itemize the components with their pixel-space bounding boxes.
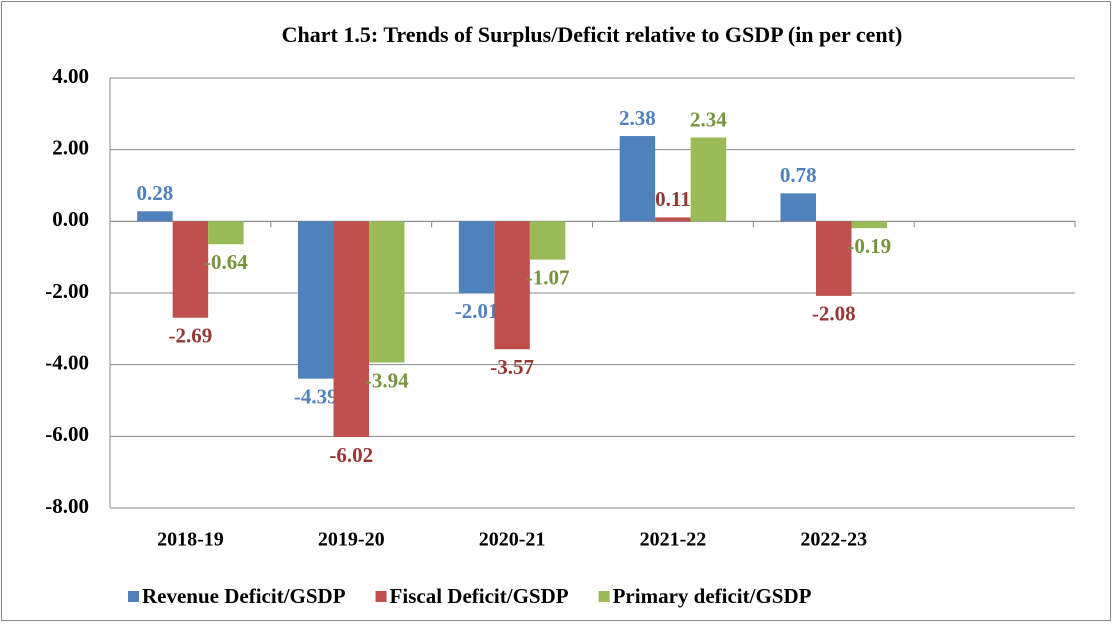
bar [619, 136, 656, 222]
bar [172, 221, 209, 318]
bar [690, 137, 727, 222]
bar [494, 221, 530, 350]
bar [137, 211, 173, 222]
x-tick-label: 2020-21 [479, 529, 546, 551]
x-tick-label: 2022-23 [800, 529, 867, 551]
data-label: -0.64 [204, 250, 248, 274]
data-label: -4.39 [294, 384, 338, 408]
data-label: -2.08 [812, 302, 856, 326]
data-label: -3.94 [365, 368, 409, 392]
bar [529, 221, 566, 260]
y-tick-label: -4.00 [45, 350, 89, 374]
data-label: -2.69 [169, 324, 213, 348]
y-tick-label: 2.00 [52, 135, 89, 159]
y-tick-label: -2.00 [45, 279, 89, 303]
legend-swatch [598, 591, 610, 602]
bar [458, 221, 495, 294]
bar [851, 221, 887, 229]
y-tick-label: 4.00 [52, 64, 89, 88]
bar [816, 221, 852, 296]
data-label: -2.01 [455, 299, 499, 323]
legend-label: Primary deficit/GSDP [613, 584, 812, 608]
data-label: -6.02 [329, 443, 373, 467]
bar [298, 221, 334, 379]
y-tick-label: -6.00 [45, 422, 89, 446]
x-tick-label: 2021-22 [640, 529, 707, 551]
bar [208, 221, 244, 245]
data-label: 2.34 [690, 107, 727, 131]
x-tick-label: 2018-19 [157, 529, 224, 551]
data-label: -1.07 [526, 265, 570, 289]
y-tick-label: -8.00 [45, 494, 89, 518]
bar [780, 193, 816, 222]
data-label: -0.19 [847, 234, 891, 258]
legend-swatch [128, 591, 139, 602]
data-label: 0.28 [137, 181, 174, 205]
data-label: -3.57 [490, 355, 534, 379]
data-label: 0.11 [655, 187, 691, 211]
bar [369, 221, 405, 363]
legend-label: Fiscal Deficit/GSDP [390, 584, 569, 608]
y-tick-label: 0.00 [52, 207, 89, 231]
data-label: 2.38 [619, 106, 656, 130]
legend-label: Revenue Deficit/GSDP [142, 584, 346, 608]
data-label: 0.78 [780, 163, 817, 187]
bar [333, 221, 369, 438]
bar [655, 217, 691, 222]
legend-swatch [375, 591, 387, 602]
x-tick-label: 2019-20 [318, 529, 385, 551]
chart-title: Chart 1.5: Trends of Surplus/Deficit rel… [282, 22, 903, 47]
